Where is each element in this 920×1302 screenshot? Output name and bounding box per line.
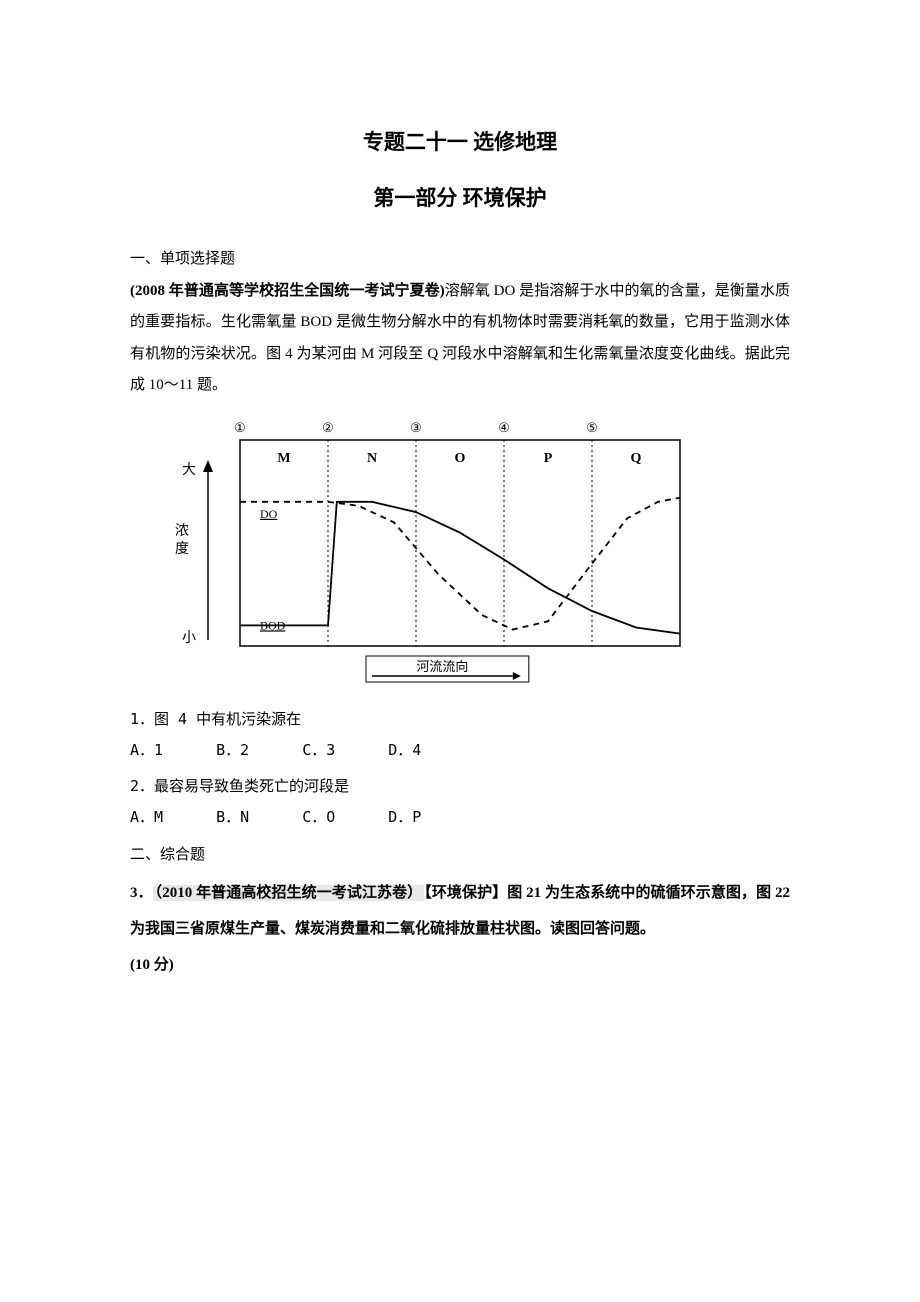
svg-text:⑤: ⑤ [586,420,598,435]
intro-paragraph: (2008 年普通高等学校招生全国统一考试宁夏卷)溶解氧 DO 是指溶解于水中的… [130,276,790,402]
question-2-options: A．M B．N C．O D．P [130,802,790,834]
svg-text:④: ④ [498,420,510,435]
chart-figure-4: ① ② ③ ④ ⑤ M N O P Q 大小 浓度 DO BOD 河流流向 [170,408,690,698]
question-1-options: A．1 B．2 C．3 D．4 [130,735,790,767]
q3-score: (10 分) [130,957,174,973]
svg-text:度: 度 [175,541,189,557]
svg-text:M: M [277,451,290,466]
svg-text:BOD: BOD [260,618,286,632]
page-title: 专题二十一 选修地理 [130,120,790,164]
svg-text:大: 大 [182,462,196,478]
q3-number: 3． [130,885,153,901]
question-1-stem: 1．图 4 中有机污染源在 [130,704,790,736]
q2-option-d: D．P [388,802,421,834]
svg-text:O: O [455,451,466,466]
svg-text:N: N [367,451,377,466]
chart-svg: ① ② ③ ④ ⑤ M N O P Q 大小 浓度 DO BOD 河流流向 [170,408,690,698]
svg-text:②: ② [322,420,334,435]
q2-option-c: C．O [302,802,335,834]
svg-text:浓: 浓 [175,523,189,539]
q2-option-a: A．M [130,802,163,834]
section-1-heading: 一、单项选择题 [130,244,790,276]
intro-body: 溶解氧 DO 是指溶解于水中的氧的含量，是衡量水质的重要指标。生化需氧量 BOD… [130,283,790,394]
svg-text:DO: DO [260,506,278,520]
svg-text:①: ① [234,420,246,435]
question-2-stem: 2．最容易导致鱼类死亡的河段是 [130,771,790,803]
q1-option-c: C．3 [302,735,335,767]
q2-option-b: B．N [216,802,249,834]
svg-text:P: P [544,451,553,466]
svg-text:Q: Q [631,451,642,466]
q1-option-b: B．2 [216,735,249,767]
q3-source-highlight: （2010 年普通高校招生统一考试江苏卷） [153,885,425,901]
section-2-heading: 二、综合题 [130,840,790,872]
q1-option-a: A．1 [130,735,163,767]
svg-text:③: ③ [410,420,422,435]
intro-source-bold: (2008 年普通高等学校招生全国统一考试宁夏卷) [130,283,445,299]
svg-text:小: 小 [182,630,196,646]
page-subtitle: 第一部分 环境保护 [130,176,790,220]
svg-text:河流流向: 河流流向 [416,659,468,674]
q1-option-d: D．4 [388,735,421,767]
question-3-block: 3．（2010 年普通高校招生统一考试江苏卷）【环境保护】图 21 为生态系统中… [130,875,790,983]
